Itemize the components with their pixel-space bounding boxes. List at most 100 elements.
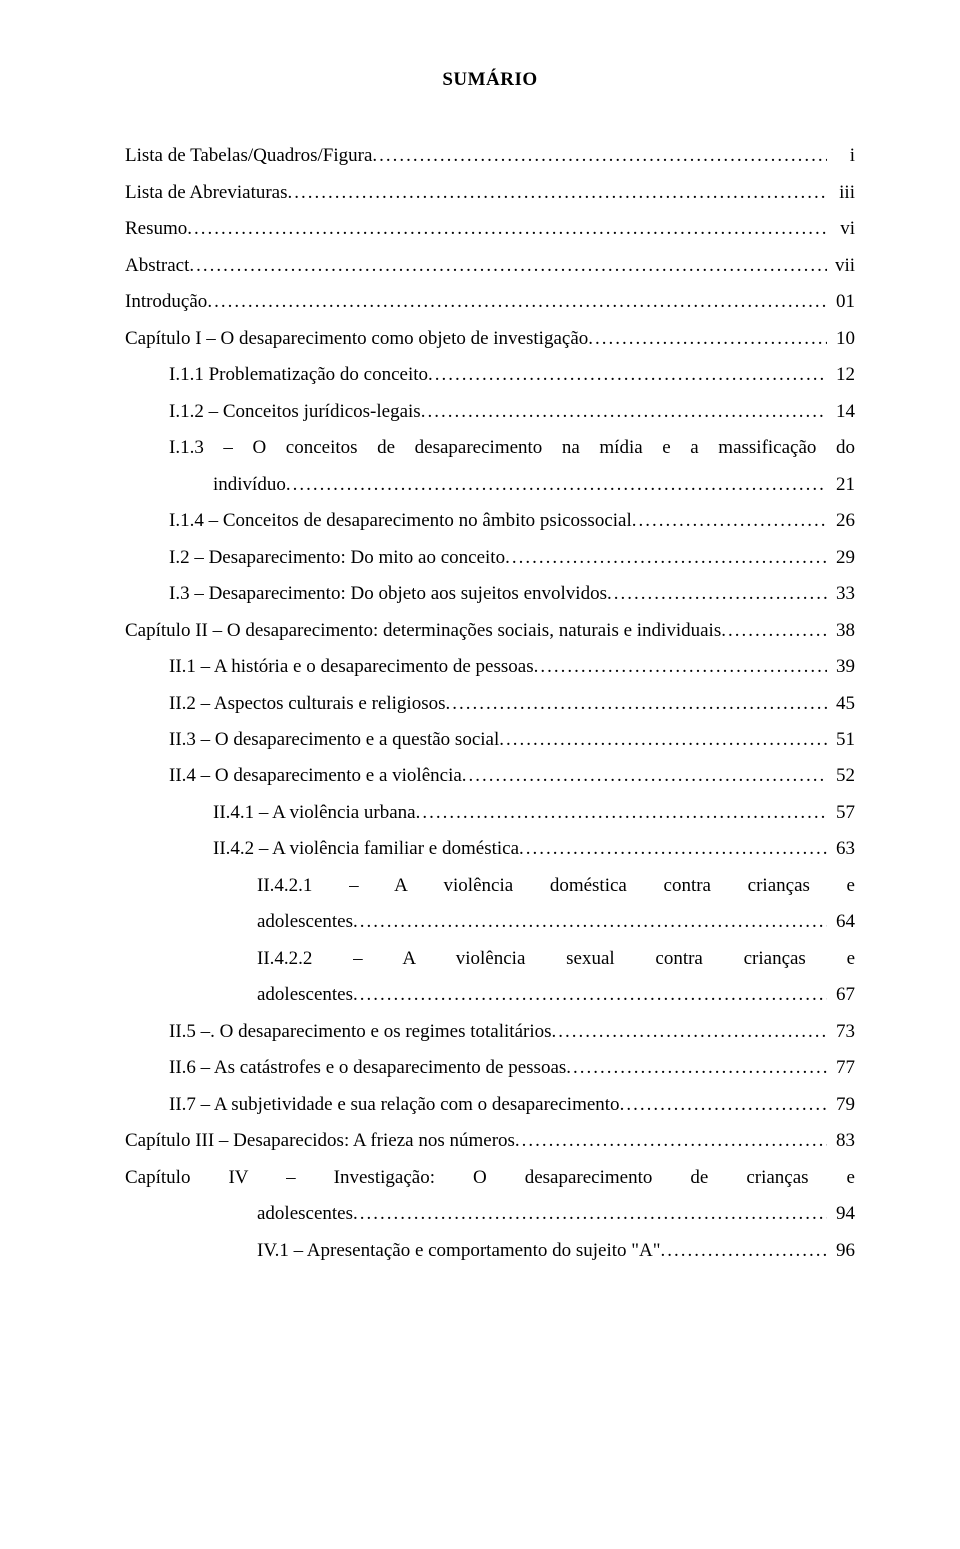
- toc-entry: II.4.2 – A violência familiar e doméstic…: [125, 831, 855, 867]
- toc-entry: II.6 – As catástrofes e o desapareciment…: [125, 1050, 855, 1086]
- toc-entry-label-line1: I.1.3 – O conceitos de desaparecimento n…: [169, 430, 855, 466]
- toc-entry-label: I.1.2 – Conceitos jurídicos-legais: [169, 394, 421, 430]
- toc-entry: I.1.3 – O conceitos de desaparecimento n…: [125, 430, 855, 503]
- toc-entry-label: IV.1 – Apresentação e comportamento do s…: [257, 1233, 661, 1269]
- toc-entry-page: 38: [827, 613, 855, 649]
- toc-entry-page: vii: [827, 248, 855, 284]
- toc-entry-page: 33: [827, 576, 855, 612]
- toc-entry-label-line2: adolescentes: [257, 1196, 353, 1232]
- toc-leader: [207, 284, 827, 320]
- toc-entry-page: iii: [827, 175, 855, 211]
- toc-leader: [428, 357, 827, 393]
- toc-entry-label: Lista de Abreviaturas: [125, 175, 288, 211]
- toc-entry-label-line2: adolescentes: [257, 977, 353, 1013]
- toc-entry-page: 12: [827, 357, 855, 393]
- toc-entry-label: I.2 – Desaparecimento: Do mito ao concei…: [169, 540, 505, 576]
- toc-entry: Introdução 01: [125, 284, 855, 320]
- toc-entry-page: 29: [827, 540, 855, 576]
- toc-entry-page: 83: [827, 1123, 855, 1159]
- toc-entry-page: 73: [827, 1014, 855, 1050]
- toc-entry-label-line1: II.4.2.2 – A violência sexual contra cri…: [257, 941, 855, 977]
- toc-leader: [421, 394, 827, 430]
- toc-entry: II.3 – O desaparecimento e a questão soc…: [125, 722, 855, 758]
- toc-entry-label: II.4 – O desaparecimento e a violência: [169, 758, 462, 794]
- toc-entry-page: i: [827, 138, 855, 174]
- toc-entry-page: 52: [827, 758, 855, 794]
- toc-entry-label: II.4.1 – A violência urbana: [213, 795, 416, 831]
- toc-entry-page: 39: [827, 649, 855, 685]
- toc-entry-label: Abstract: [125, 248, 189, 284]
- toc-entry-label-line1: II.4.2.1 – A violência doméstica contra …: [257, 868, 855, 904]
- toc-entry-page: 94: [827, 1196, 855, 1232]
- toc-entry-page: 10: [827, 321, 855, 357]
- toc-leader: [353, 904, 827, 940]
- page-title: SUMÁRIO: [125, 62, 855, 98]
- toc-entry: Capítulo IV – Investigação: O desapareci…: [125, 1160, 855, 1233]
- toc-entry: Resumo vi: [125, 211, 855, 247]
- toc-entry-page: 26: [827, 503, 855, 539]
- toc-entry-label: Capítulo II – O desaparecimento: determi…: [125, 613, 721, 649]
- toc-entry: II.4.1 – A violência urbana 57: [125, 795, 855, 831]
- toc-leader: [499, 722, 827, 758]
- toc-entry: II.4.2.1 – A violência doméstica contra …: [125, 868, 855, 941]
- toc-leader: [372, 138, 827, 174]
- toc-leader: [505, 540, 827, 576]
- toc-entry-label: Introdução: [125, 284, 207, 320]
- toc-entry: I.3 – Desaparecimento: Do objeto aos suj…: [125, 576, 855, 612]
- toc-leader: [353, 1196, 827, 1232]
- toc-leader: [661, 1233, 827, 1269]
- toc-leader: [566, 1050, 827, 1086]
- toc-entry-page: 67: [827, 977, 855, 1013]
- toc-entry: Capítulo II – O desaparecimento: determi…: [125, 613, 855, 649]
- toc-entry: II.4.2.2 – A violência sexual contra cri…: [125, 941, 855, 1014]
- toc-entry: I.2 – Desaparecimento: Do mito ao concei…: [125, 540, 855, 576]
- toc-entry-label-line2: adolescentes: [257, 904, 353, 940]
- toc-leader: [353, 977, 827, 1013]
- toc-leader: [462, 758, 827, 794]
- toc-entry: I.1.4 – Conceitos de desaparecimento no …: [125, 503, 855, 539]
- toc-entry-page: vi: [827, 211, 855, 247]
- toc-entry-label: Capítulo III – Desaparecidos: A frieza n…: [125, 1123, 515, 1159]
- toc-entry: Abstract vii: [125, 248, 855, 284]
- toc-entry-label: II.2 – Aspectos culturais e religiosos: [169, 686, 446, 722]
- toc-entry-label: II.4.2 – A violência familiar e doméstic…: [213, 831, 519, 867]
- toc-leader: [721, 613, 827, 649]
- toc-leader: [446, 686, 827, 722]
- toc-leader: [286, 467, 827, 503]
- toc-entry-label: Lista de Tabelas/Quadros/Figura: [125, 138, 372, 174]
- toc-leader: [607, 576, 827, 612]
- toc-leader: [515, 1123, 827, 1159]
- toc-entry-label: I.1.1 Problematização do conceito: [169, 357, 428, 393]
- toc-entry-label: II.3 – O desaparecimento e a questão soc…: [169, 722, 499, 758]
- toc-entry-label: II.1 – A história e o desaparecimento de…: [169, 649, 534, 685]
- toc-leader: [632, 503, 827, 539]
- toc-entry-label: II.6 – As catástrofes e o desapareciment…: [169, 1050, 566, 1086]
- table-of-contents: Lista de Tabelas/Quadros/FiguraiLista de…: [125, 138, 855, 1269]
- toc-leader: [534, 649, 827, 685]
- toc-entry: II.4 – O desaparecimento e a violência 52: [125, 758, 855, 794]
- toc-entry-page: 01: [827, 284, 855, 320]
- toc-entry-page: 14: [827, 394, 855, 430]
- toc-leader: [519, 831, 827, 867]
- toc-entry: II.7 – A subjetividade e sua relação com…: [125, 1087, 855, 1123]
- toc-entry-label-line1: Capítulo IV – Investigação: O desapareci…: [125, 1160, 855, 1196]
- toc-entry-label-line2: indivíduo: [213, 467, 286, 503]
- toc-entry: I.1.2 – Conceitos jurídicos-legais 14: [125, 394, 855, 430]
- toc-entry: Capítulo III – Desaparecidos: A frieza n…: [125, 1123, 855, 1159]
- toc-entry: II.2 – Aspectos culturais e religiosos 45: [125, 686, 855, 722]
- toc-leader: [588, 321, 827, 357]
- toc-leader: [189, 248, 827, 284]
- toc-entry-label: II.5 –. O desaparecimento e os regimes t…: [169, 1014, 552, 1050]
- toc-leader: [187, 211, 827, 247]
- toc-entry-page: 57: [827, 795, 855, 831]
- toc-entry: Capítulo I – O desaparecimento como obje…: [125, 321, 855, 357]
- toc-entry-page: 21: [827, 467, 855, 503]
- toc-entry-page: 51: [827, 722, 855, 758]
- toc-entry-label: Resumo: [125, 211, 187, 247]
- toc-entry-page: 45: [827, 686, 855, 722]
- toc-entry-page: 63: [827, 831, 855, 867]
- toc-leader: [416, 795, 827, 831]
- toc-entry: Lista de Tabelas/Quadros/Figura i: [125, 138, 855, 174]
- toc-entry-page: 79: [827, 1087, 855, 1123]
- toc-entry-label: Capítulo I – O desaparecimento como obje…: [125, 321, 588, 357]
